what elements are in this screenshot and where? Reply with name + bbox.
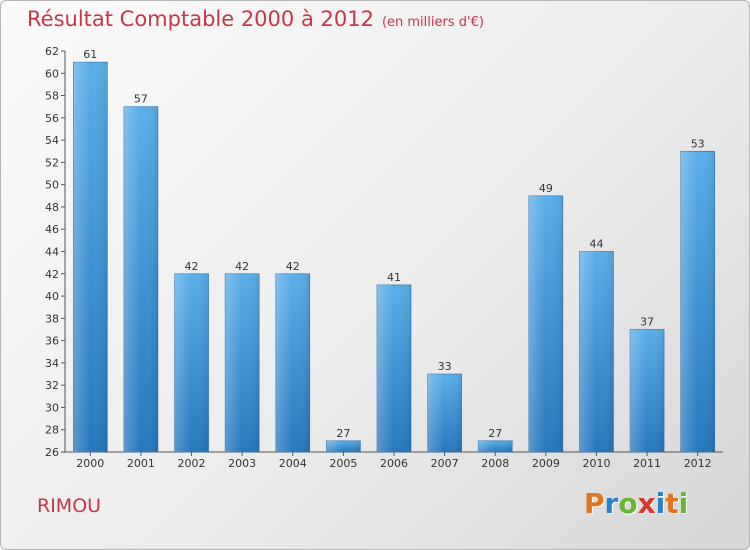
y-tick-label: 34: [45, 357, 59, 370]
bar-shine: [123, 106, 158, 452]
y-tick-label: 48: [45, 201, 59, 214]
logo-letter: o: [618, 487, 638, 520]
bar-shine: [73, 62, 108, 453]
y-tick-label: 38: [45, 312, 59, 325]
logo-letter: r: [604, 487, 619, 520]
title-text: Résultat Comptable 2000 à 2012: [27, 7, 374, 31]
y-tick-label: 50: [45, 179, 59, 192]
bar-value-label: 41: [387, 271, 401, 284]
x-tick-label: 2009: [532, 457, 560, 470]
bar-value-label: 27: [488, 427, 502, 440]
bar-value-label: 33: [438, 360, 452, 373]
logo-letter: i: [678, 487, 689, 520]
x-tick-label: 2008: [481, 457, 509, 470]
x-tick-label: 2007: [431, 457, 459, 470]
y-tick-label: 28: [45, 424, 59, 437]
y-tick-label: 26: [45, 446, 59, 459]
bar-shine: [478, 440, 513, 452]
x-tick-label: 2012: [684, 457, 712, 470]
y-tick-label: 52: [45, 156, 59, 169]
axes: 26 28 30 32 34 36 38 40 42 44 46 48 50 52 54 56 58 60 62 20…: [45, 45, 723, 470]
bar-shine: [326, 440, 361, 452]
y-tick-label: 40: [45, 290, 59, 303]
x-tick-label: 2011: [633, 457, 661, 470]
y-tick-label: 58: [45, 90, 59, 103]
bar-shine: [225, 273, 260, 452]
x-tick-label: 2000: [76, 457, 104, 470]
chart-subtitle: (en milliers d'€): [381, 15, 484, 30]
y-tick-label: 60: [45, 67, 59, 80]
bar-shine: [630, 329, 665, 452]
y-tick-label: 56: [45, 112, 59, 125]
logo-letter: x: [637, 487, 656, 520]
y-tick-label: 36: [45, 335, 59, 348]
bars: 61 57 42 42 42 27 41 33 27 49 44 37 53: [73, 48, 715, 453]
x-tick-label: 2001: [127, 457, 155, 470]
x-tick-label: 2003: [228, 457, 256, 470]
bar-value-label: 57: [134, 93, 148, 106]
bar-value-label: 49: [539, 182, 553, 195]
bar-shine: [680, 151, 715, 452]
y-tick-label: 30: [45, 401, 59, 414]
x-tick-label: 2004: [279, 457, 307, 470]
y-tick-label: 46: [45, 223, 59, 236]
x-tick-label: 2002: [178, 457, 206, 470]
y-tick-label: 54: [45, 134, 59, 147]
bar-value-label: 53: [691, 137, 705, 150]
bar-value-label: 42: [235, 260, 249, 273]
bar-value-label: 42: [286, 260, 300, 273]
bar-value-label: 42: [185, 260, 199, 273]
logo-letter: t: [665, 487, 679, 520]
bar-shine: [377, 284, 411, 452]
bar-value-label: 44: [589, 238, 603, 251]
y-tick-label: 62: [45, 45, 59, 58]
bar-value-label: 61: [83, 48, 97, 61]
bar-shine: [275, 273, 310, 452]
y-tick-label: 44: [45, 246, 59, 259]
commune-name: RIMOU: [37, 495, 102, 517]
y-tick-label: 42: [45, 268, 59, 281]
proxiti-logo: Proxiti: [584, 487, 688, 520]
x-tick-label: 2005: [329, 457, 357, 470]
logo-letter: i: [655, 487, 666, 520]
y-tick-label: 32: [45, 379, 59, 392]
logo-letter: P: [584, 487, 605, 520]
bar-value-label: 27: [336, 427, 350, 440]
bar-value-label: 37: [640, 315, 654, 328]
bar-shine: [528, 195, 563, 453]
x-tick-label: 2006: [380, 457, 408, 470]
x-tick-label: 2010: [582, 457, 610, 470]
bar-shine: [174, 273, 209, 452]
chart-title: Résultat Comptable 2000 à 2012 (en millie…: [27, 7, 484, 31]
bar-shine: [427, 374, 462, 452]
bar-shine: [579, 251, 614, 452]
